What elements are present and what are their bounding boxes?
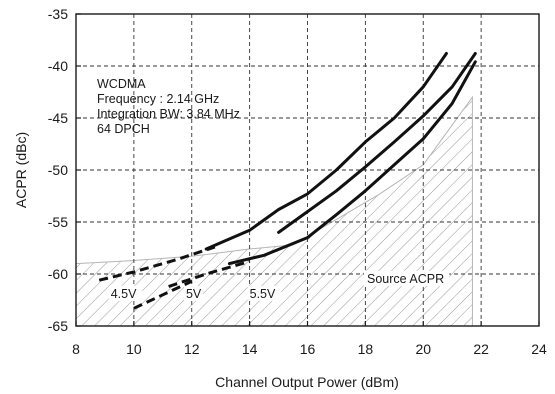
ticks-layer: 8 10 12 14 16 18 20 22 24 -65 -60 -55 -50 -45 -40 -35 — [48, 6, 547, 357]
annotation-line-3: 64 DPCH — [97, 122, 150, 136]
y-tick-label-5: -40 — [48, 58, 68, 74]
y-axis-title: ACPR (dBc) — [13, 132, 29, 208]
curve-label-bg-1 — [183, 285, 203, 301]
x-tick-label-5: 18 — [358, 341, 374, 357]
series-1-dashed — [98, 245, 216, 282]
curve-label-1: 5V — [186, 287, 202, 301]
curve-label-bg-2 — [247, 285, 282, 301]
y-tick-label-6: -35 — [48, 6, 68, 22]
x-tick-label-6: 20 — [415, 341, 431, 357]
x-tick-label-3: 14 — [242, 341, 258, 357]
x-tick-label-0: 8 — [72, 341, 80, 357]
x-axis-title: Channel Output Power (dBm) — [215, 374, 399, 390]
curve-label-bg-0 — [108, 285, 143, 301]
series-0-dashed — [133, 279, 193, 310]
series-2-solid — [227, 60, 477, 266]
y-tick-label-0: -65 — [48, 318, 68, 334]
y-tick-label-4: -45 — [48, 110, 68, 126]
x-tick-label-2: 12 — [184, 341, 200, 357]
annotation-line-1: Frequency : 2.14 GHz — [97, 92, 219, 106]
x-tick-label-1: 10 — [126, 341, 142, 357]
annotation-line-2: Integration BW: 3.84 MHz — [97, 107, 240, 121]
source-acpr-label: Source ACPR — [367, 272, 444, 286]
curve-label-2: 5.5V — [250, 287, 276, 301]
y-tick-label-1: -60 — [48, 266, 68, 282]
x-tick-label-7: 22 — [473, 341, 489, 357]
curve-label-0: 4.5V — [111, 287, 137, 301]
source-acpr-label-bg — [364, 271, 450, 286]
grid-layer — [76, 14, 539, 326]
x-tick-label-4: 16 — [300, 341, 316, 357]
annotation-line-0: WCDMA — [97, 77, 146, 91]
series-1-solid — [204, 52, 448, 251]
y-tick-label-2: -55 — [48, 214, 68, 230]
x-tick-label-8: 24 — [531, 341, 547, 357]
series-layer — [98, 52, 477, 310]
y-tick-label-3: -50 — [48, 162, 68, 178]
series-3-solid — [277, 52, 477, 234]
